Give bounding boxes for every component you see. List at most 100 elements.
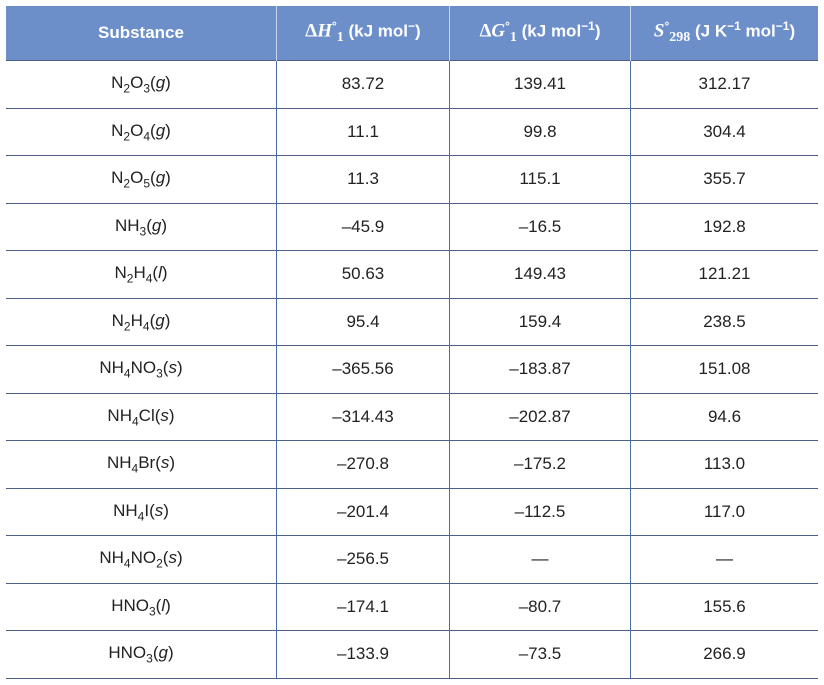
table-cell: –175.2 [449, 440, 631, 488]
text-segment: ( [162, 358, 169, 378]
text-segment: HNO [111, 595, 149, 615]
cell-text: — [716, 549, 733, 569]
cell-text: 11.1 [347, 121, 379, 141]
cell-text: 115.1 [519, 169, 561, 189]
text-segment: 4 [142, 318, 150, 333]
text-segment: g [155, 168, 166, 188]
text-segment: G [491, 21, 506, 43]
text-segment: O [130, 168, 144, 188]
table-row: NH4NO2(s) –256.5 — — [6, 535, 818, 583]
text-segment: mol [740, 22, 776, 42]
text-segment: Δ [305, 21, 318, 43]
text-segment: 4 [137, 508, 145, 523]
table-cell: –133.9 [276, 630, 450, 679]
table-cell: NH4Br(s) [6, 440, 277, 488]
cell-text: –201.4 [337, 501, 389, 521]
text-segment: ( [155, 595, 162, 615]
text-segment: NH [99, 358, 124, 378]
cell-text: 83.72 [341, 74, 385, 94]
cell-text: 11.3 [347, 169, 379, 189]
cell-text: 355.7 [703, 169, 746, 189]
text-segment: 3 [143, 81, 151, 96]
table-cell: –256.5 [276, 535, 450, 583]
text-segment: ) [169, 453, 176, 473]
text-segment: ( [152, 643, 159, 663]
table-cell: 355.7 [630, 155, 818, 203]
table-cell: NH4NO3(s) [6, 345, 277, 393]
header-cell: Substance [6, 6, 277, 61]
text-segment: 3 [139, 223, 147, 238]
text-segment: Cl( [138, 405, 161, 425]
text-segment: 4 [123, 366, 131, 381]
table-cell: 149.43 [449, 250, 631, 298]
cell-text: –365.56 [332, 359, 394, 379]
table-cell: –201.4 [276, 487, 450, 536]
text-segment: ) [594, 22, 601, 42]
cell-text: –133.9 [337, 644, 389, 664]
cell-text: 312.17 [698, 74, 751, 94]
text-segment: ) [165, 168, 171, 188]
table-row: N2H4(g) 95.4 159.4 238.5 [6, 297, 818, 346]
cell-text: 155.6 [703, 596, 746, 616]
table-cell: NH4Cl(s) [6, 392, 277, 441]
text-segment: 4 [131, 461, 139, 476]
cell-text: –270.8 [337, 454, 389, 474]
text-segment: ( [150, 73, 156, 93]
text-segment: H [130, 310, 143, 330]
text-segment: N [111, 120, 124, 140]
text-segment: l [158, 263, 162, 283]
table-cell: 304.4 [630, 107, 818, 156]
cell-text: 113.0 [703, 454, 746, 474]
text-segment: s [154, 500, 164, 520]
table-row: NH4I(s) –201.4 –112.5 117.0 [6, 487, 818, 536]
text-segment: H [317, 21, 332, 43]
text-segment: ) [161, 215, 168, 235]
table-cell: 192.8 [630, 202, 818, 251]
text-segment: ( [146, 215, 152, 235]
text-segment: 2 [123, 128, 131, 143]
text-segment: ( [149, 310, 156, 330]
table-cell: 159.4 [449, 297, 631, 346]
table-row: N2O3(g) 83.72 139.41 312.17 [6, 60, 818, 108]
cell-text: 149.43 [514, 264, 566, 284]
text-segment: I( [144, 500, 155, 520]
text-segment: NH [114, 215, 140, 235]
header-row: Substance ΔH°1 (kJ mol−) ΔG°1 (kJ mol−1) S°… [6, 6, 818, 61]
text-segment: O [130, 73, 144, 93]
text-segment: 1 [336, 30, 344, 46]
text-segment: 2 [156, 556, 163, 571]
text-segment: 2 [123, 81, 131, 96]
cell-text: 238.5 [703, 311, 746, 331]
text-segment: −1 [775, 19, 790, 34]
table-cell: –365.56 [276, 345, 450, 393]
cell-text: 50.63 [341, 264, 385, 284]
cell-text: 159.4 [518, 311, 562, 331]
text-segment: ( [152, 263, 159, 283]
cell-text: 95.4 [346, 311, 380, 331]
table-cell: HNO3(g) [6, 630, 277, 679]
table-cell: –183.87 [449, 345, 631, 393]
text-segment: NO [130, 358, 157, 378]
text-segment: (J K [690, 22, 728, 42]
table-cell: 312.17 [630, 60, 818, 108]
text-segment: 4 [145, 271, 153, 286]
text-segment: NH [113, 500, 138, 520]
text-segment: ) [164, 310, 171, 330]
text-segment: 2 [123, 176, 131, 191]
text-segment: −1 [727, 19, 741, 34]
text-segment: g [155, 120, 166, 140]
table-cell: 11.1 [276, 107, 450, 156]
table-cell: 115.1 [449, 155, 631, 203]
table-cell: N2H4(l) [6, 250, 277, 298]
header-cell: ΔG°1 (kJ mol−1) [449, 6, 631, 61]
table-cell: NH4I(s) [6, 487, 277, 536]
text-segment: ° [331, 19, 337, 34]
text-segment: S [653, 21, 665, 43]
table-cell: — [449, 535, 631, 583]
table-row: HNO3(g) –133.9 –73.5 266.9 [6, 630, 818, 679]
text-segment: 3 [156, 366, 163, 381]
text-segment: g [155, 310, 165, 330]
text-segment: ) [165, 595, 171, 615]
table-cell: 94.6 [630, 392, 818, 441]
